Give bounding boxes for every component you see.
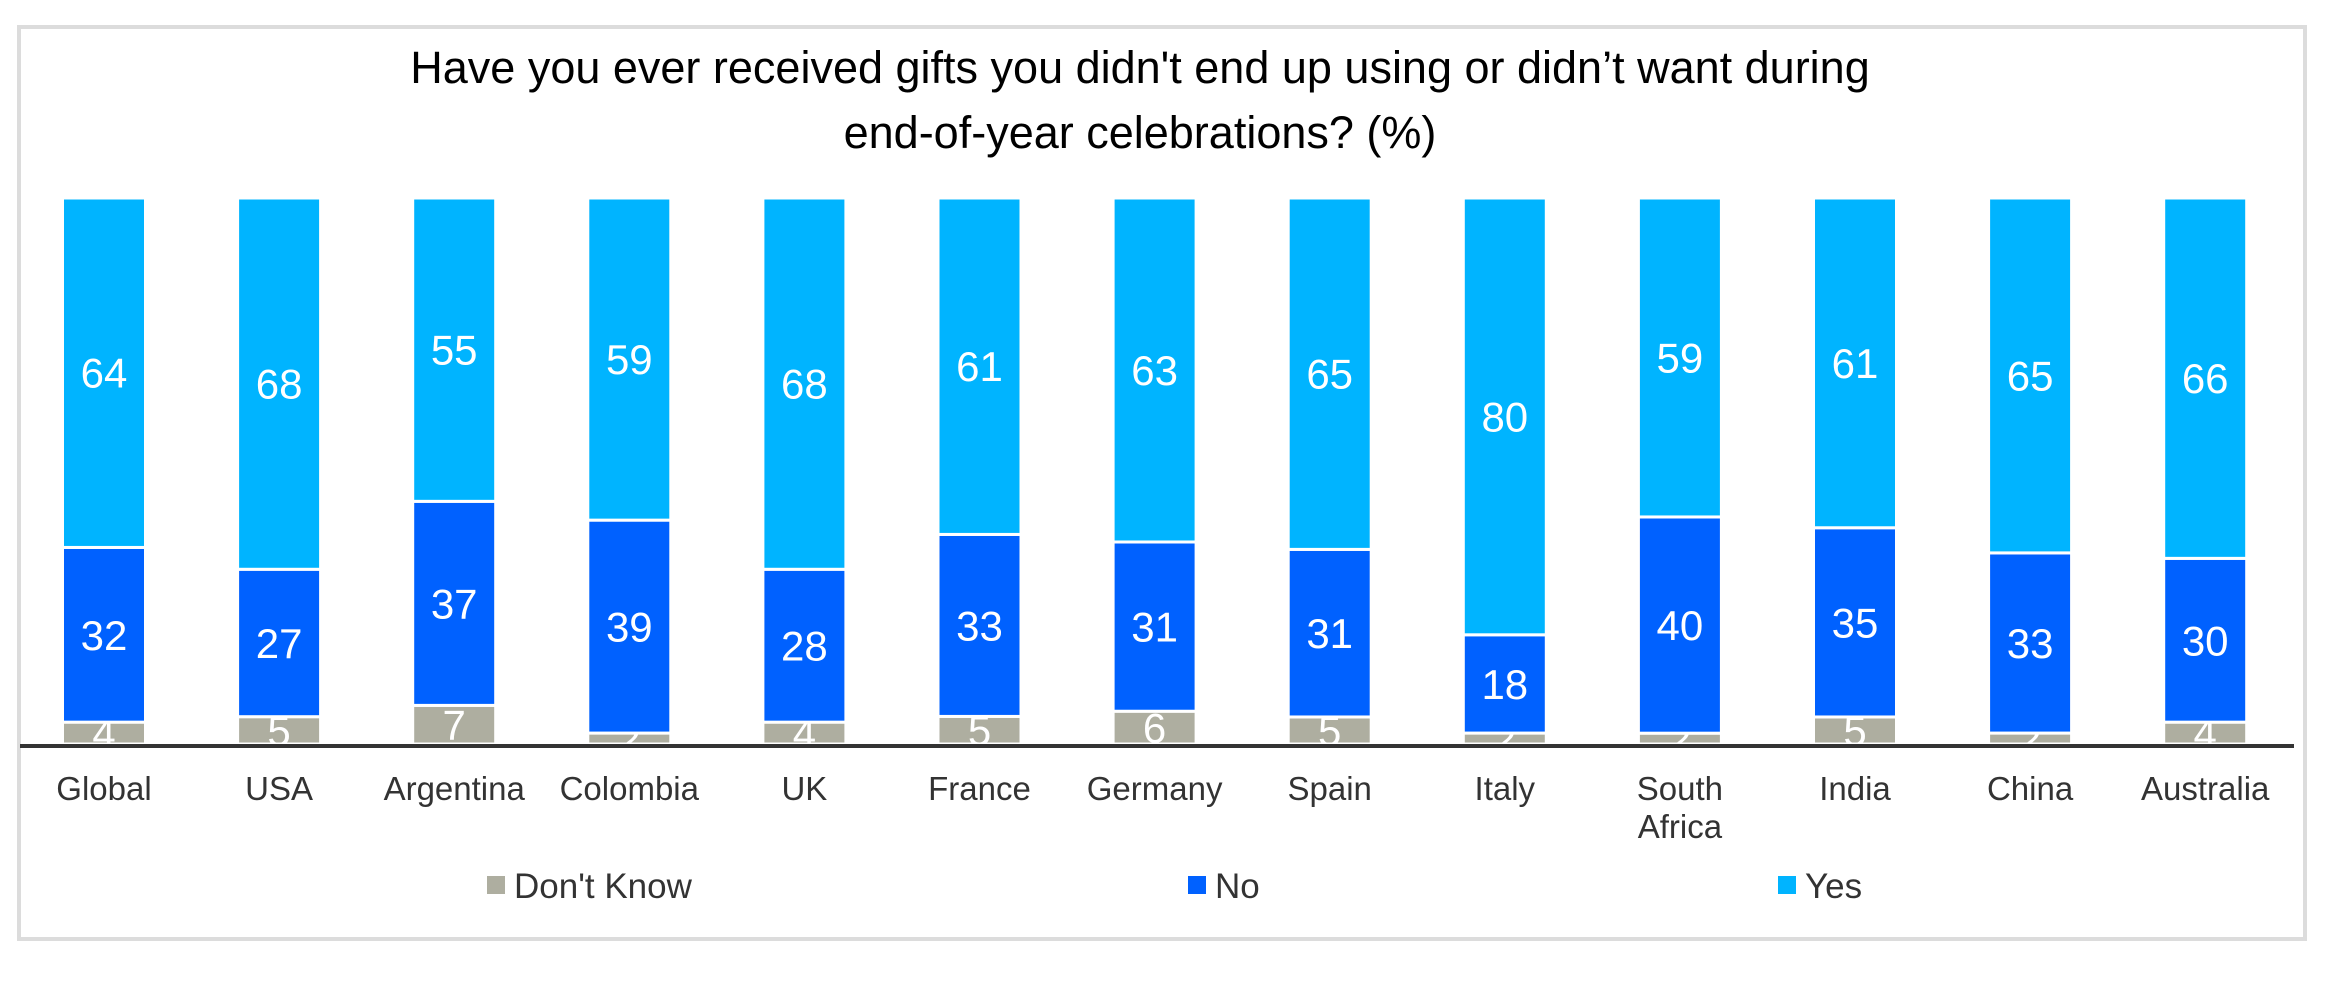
bar-yes-china — [1987, 196, 2074, 555]
legend-swatch — [1188, 876, 1206, 894]
data-label: 64 — [81, 350, 128, 397]
x-tick-label: France — [928, 770, 1031, 807]
data-label: 33 — [2007, 620, 2054, 667]
data-label: 55 — [431, 327, 478, 374]
data-label: 5 — [267, 707, 290, 754]
x-tick-label: Colombia — [560, 770, 700, 807]
data-label: 65 — [1306, 351, 1353, 398]
bar-yes-france — [936, 196, 1023, 536]
legend: Don't Know No Yes — [487, 867, 1862, 906]
legend-label: No — [1215, 867, 1260, 906]
bars-group: 4326452768737552395942868533616316353165… — [61, 196, 2249, 763]
bar-yes-south-africa — [1636, 196, 1723, 519]
data-label: 31 — [1131, 604, 1178, 651]
bar-no-spain — [1286, 547, 1373, 719]
bar-no-colombia — [586, 518, 673, 735]
bar-yes-global — [61, 196, 147, 549]
bar-no-india — [1812, 526, 1898, 719]
data-label: 7 — [443, 702, 466, 749]
data-label: 66 — [2182, 355, 2229, 402]
x-tick-label: Germany — [1087, 770, 1223, 807]
x-axis-labels: Global USA Argentina Colombia UK France German… — [56, 770, 2270, 845]
x-tick-label: USA — [245, 770, 313, 807]
x-tick-label: Global — [56, 770, 151, 807]
bar-yes-germany — [1111, 196, 1198, 544]
data-label: 33 — [956, 602, 1003, 649]
data-label: 5 — [1318, 707, 1341, 754]
bar-no-germany — [1111, 540, 1198, 713]
chart-title-line-2: end-of-year celebrations? (%) — [844, 107, 1437, 158]
x-tick-label: Africa — [1638, 808, 1723, 845]
bar-yes-australia — [2162, 196, 2249, 560]
bar-yes-spain — [1286, 196, 1373, 551]
data-label: 18 — [1481, 661, 1528, 708]
bar-don-t-know-argentina — [411, 703, 498, 746]
legend-label: Yes — [1805, 867, 1862, 906]
data-label: 68 — [781, 361, 828, 408]
x-tick-label: China — [1987, 770, 2074, 807]
data-label: 5 — [968, 707, 991, 754]
data-label: 5 — [1843, 707, 1866, 754]
data-label: 28 — [781, 623, 828, 670]
x-tick-label: India — [1819, 770, 1891, 807]
bar-don-t-know-usa — [236, 715, 323, 746]
bar-no-china — [1987, 551, 2074, 735]
x-tick-label: South — [1637, 770, 1723, 807]
data-label: 32 — [81, 612, 128, 659]
x-tick-label: Argentina — [384, 770, 526, 807]
data-label: 37 — [431, 580, 478, 627]
data-label: 68 — [256, 361, 303, 408]
data-label: 30 — [2182, 617, 2229, 664]
data-label: 31 — [1306, 610, 1353, 657]
data-label: 63 — [1131, 347, 1178, 394]
legend-swatch — [487, 876, 505, 894]
legend-swatch — [1778, 876, 1796, 894]
bar-yes-uk — [761, 196, 848, 571]
bar-no-italy — [1461, 633, 1548, 735]
bar-no-uk — [761, 567, 848, 724]
bar-yes-colombia — [586, 196, 673, 522]
data-label: 59 — [606, 336, 653, 383]
bar-yes-india — [1812, 196, 1898, 530]
x-tick-label: Australia — [2141, 770, 2270, 807]
bar-no-south-africa — [1636, 515, 1723, 735]
bar-yes-argentina — [411, 196, 498, 503]
bar-no-argentina — [411, 499, 498, 707]
data-label: 35 — [1832, 599, 1879, 646]
data-label: 27 — [256, 620, 303, 667]
data-label: 40 — [1657, 602, 1704, 649]
data-label: 80 — [1481, 393, 1528, 440]
bar-yes-italy — [1461, 196, 1548, 637]
data-label: 39 — [606, 604, 653, 651]
legend-label: Don't Know — [514, 867, 693, 906]
x-tick-label: Spain — [1287, 770, 1371, 807]
x-tick-label: UK — [781, 770, 827, 807]
chart-title-line-1: Have you ever received gifts you didn't … — [410, 42, 1869, 93]
bar-no-australia — [2162, 556, 2249, 724]
data-label: 61 — [956, 343, 1003, 390]
data-label: 61 — [1832, 340, 1879, 387]
bar-no-france — [936, 532, 1023, 718]
data-label: 65 — [2007, 352, 2054, 399]
data-label: 6 — [1143, 705, 1166, 752]
data-label: 59 — [1657, 334, 1704, 381]
x-tick-label: Italy — [1475, 770, 1536, 807]
bar-yes-usa — [236, 196, 323, 571]
